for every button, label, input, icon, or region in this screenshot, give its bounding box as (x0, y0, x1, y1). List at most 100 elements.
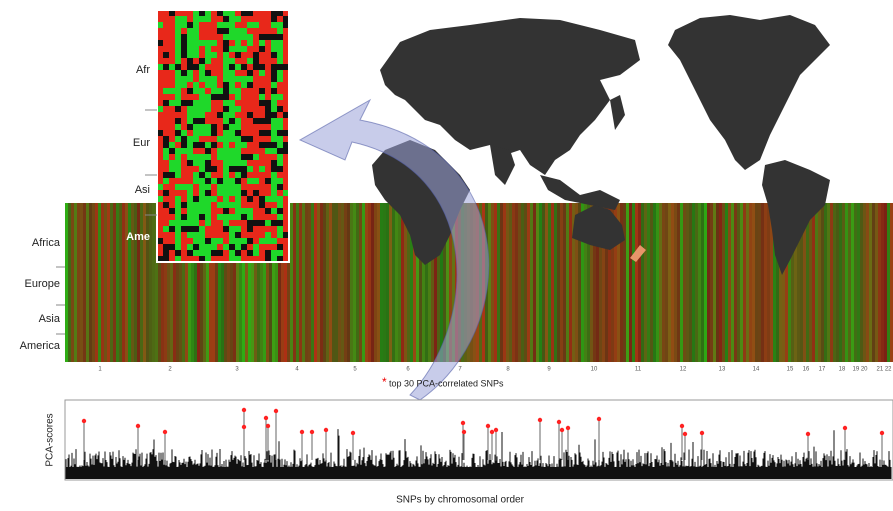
inset-cell (253, 244, 259, 250)
heatmap-stripe (110, 203, 113, 362)
inset-cell (205, 142, 211, 148)
inset-cell (163, 190, 169, 196)
heatmap-stripe (383, 203, 386, 362)
inset-cell (163, 202, 169, 208)
inset-cell (181, 214, 187, 220)
inset-cell (199, 148, 205, 154)
heatmap-stripe (68, 203, 71, 362)
inset-cell (259, 232, 265, 238)
heatmap-stripe (542, 203, 545, 362)
inset-cell (271, 184, 277, 190)
inset-cell (199, 106, 205, 112)
inset-cell (229, 178, 235, 184)
heatmap-stripe (755, 203, 758, 362)
heatmap-stripe (758, 203, 761, 362)
inset-cell (259, 34, 265, 40)
inset-cell (241, 238, 247, 244)
inset-cell (217, 64, 223, 70)
inset-cell (229, 202, 235, 208)
inset-cell (253, 22, 259, 28)
inset-cell (277, 142, 283, 148)
inset-cell (271, 40, 277, 46)
inset-cell (277, 82, 283, 88)
heatmap-stripe (668, 203, 671, 362)
heatmap-stripe (689, 203, 692, 362)
inset-cell (241, 52, 247, 58)
inset-cell (253, 208, 259, 214)
heatmap-stripe (533, 203, 536, 362)
inset-cell (181, 166, 187, 172)
inset-cell (229, 76, 235, 82)
inset-cell (169, 244, 175, 250)
inset-cell (253, 94, 259, 100)
inset-cell (217, 244, 223, 250)
inset-label: Eur (133, 137, 150, 149)
inset-cell (229, 88, 235, 94)
inset-cell (205, 28, 211, 34)
inset-cell (205, 34, 211, 40)
inset-cell (235, 178, 241, 184)
inset-cell (205, 70, 211, 76)
inset-cell (169, 238, 175, 244)
heatmap-stripe (566, 203, 569, 362)
heatmap-stripe (137, 203, 140, 362)
inset-cell (235, 250, 241, 256)
inset-cell (253, 154, 259, 160)
inset-cell (199, 34, 205, 40)
chromosome-label: 16 (803, 367, 810, 373)
inset-cell (277, 208, 283, 214)
heatmap-stripe (722, 203, 725, 362)
heatmap-stripe (113, 203, 116, 362)
inset-cell (205, 64, 211, 70)
heatmap-stripe (695, 203, 698, 362)
inset-cell (223, 244, 229, 250)
inset-cell (235, 214, 241, 220)
heatmap-stripe (380, 203, 383, 362)
heatmap-stripe (302, 203, 305, 362)
peak-marker (700, 431, 704, 435)
inset-cell (265, 22, 271, 28)
inset-cell (187, 238, 193, 244)
inset-cell (277, 190, 283, 196)
inset-cell (217, 196, 223, 202)
peak-marker (242, 425, 246, 429)
inset-cell (187, 250, 193, 256)
heatmap-stripe (365, 203, 368, 362)
inset-cell (277, 166, 283, 172)
inset-cell (163, 172, 169, 178)
inset-cell (187, 82, 193, 88)
inset-cell (199, 184, 205, 190)
inset-cell (235, 226, 241, 232)
inset-cell (235, 244, 241, 250)
inset-cell (271, 88, 277, 94)
inset-cell (265, 178, 271, 184)
inset-cell (187, 76, 193, 82)
heatmap-stripe (860, 203, 863, 362)
inset-cell (223, 106, 229, 112)
inset-cell (235, 172, 241, 178)
inset-cell (223, 76, 229, 82)
chromosome-label: 13 (719, 367, 726, 373)
heatmap-stripe (134, 203, 137, 362)
inset-cell (187, 136, 193, 142)
chromosome-label: 10 (591, 367, 598, 373)
inset-cell (211, 166, 217, 172)
chromosome-label: 6 (406, 367, 410, 373)
inset-cell (229, 226, 235, 232)
inset-cell (187, 118, 193, 124)
inset-cell (241, 190, 247, 196)
inset-cell (271, 124, 277, 130)
inset-cell (223, 226, 229, 232)
peak-marker (806, 432, 810, 436)
inset-cell (271, 196, 277, 202)
inset-cell (265, 64, 271, 70)
inset-cell (223, 22, 229, 28)
inset-cell (175, 184, 181, 190)
inset-cell (187, 106, 193, 112)
inset-cell (211, 250, 217, 256)
inset-cell (223, 82, 229, 88)
heatmap-stripe (701, 203, 704, 362)
inset-cell (163, 208, 169, 214)
inset-cell (169, 88, 175, 94)
inset-cell (187, 40, 193, 46)
